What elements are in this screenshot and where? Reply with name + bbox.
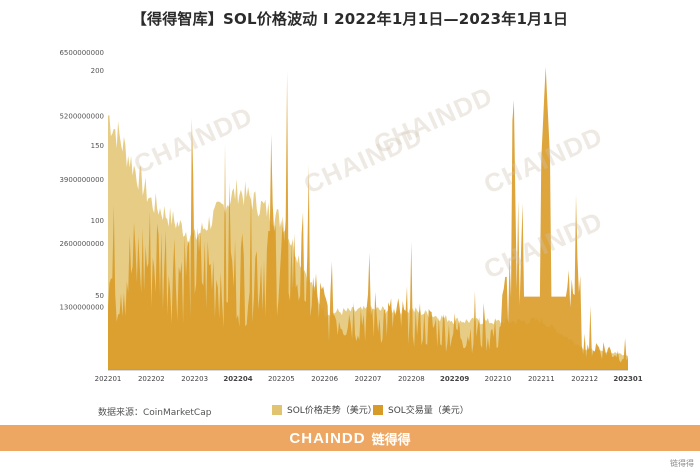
- footer-banner: CHAINDD 链得得: [0, 425, 700, 451]
- y-left-tick-label: 2600000000: [59, 240, 104, 248]
- x-tick-label: 202211: [528, 375, 555, 383]
- x-tick-label: 202201: [95, 375, 122, 383]
- x-tick-label: 202301: [613, 375, 642, 383]
- y-right-tick-label: 150: [91, 142, 104, 150]
- chart-title: 【得得智库】SOL价格波动 I 2022年1月1日—2023年1月1日: [131, 10, 569, 28]
- x-tick-label: 202202: [138, 375, 165, 383]
- x-tick-label: 202212: [571, 375, 598, 383]
- x-tick-label: 202203: [181, 375, 208, 383]
- volume-area: [108, 66, 628, 370]
- x-tick-label: 202205: [268, 375, 295, 383]
- price-area: [108, 115, 628, 371]
- data-source: 数据来源：CoinMarketCap: [98, 408, 212, 418]
- left-axis: 6500000000 5200000000 3900000000 2600000000…: [59, 49, 104, 311]
- x-tick-label: 202209: [440, 375, 469, 383]
- x-tick-label: 202206: [311, 375, 338, 383]
- plot-area: [108, 66, 628, 371]
- x-tick-label: 202208: [398, 375, 425, 383]
- x-tick-label: 202210: [485, 375, 512, 383]
- y-left-tick-label: 5200000000: [59, 113, 104, 121]
- legend-swatch-volume: [373, 404, 383, 415]
- right-axis: 200 150 100 50: [91, 67, 104, 300]
- x-tick-label: 202207: [355, 375, 382, 383]
- footer-brand-cn: 链得得: [371, 432, 411, 448]
- y-right-tick-label: 50: [95, 292, 104, 300]
- legend-swatch-price: [272, 404, 282, 415]
- x-axis: 202201 202202 202203 202204 202205 202206 2022…: [95, 375, 643, 383]
- y-right-tick-label: 100: [91, 217, 104, 225]
- legend-label-price: SOL价格走势（美元）: [287, 406, 377, 416]
- x-tick-label: 202204: [223, 375, 252, 383]
- legend-label-volume: SOL交易量（美元）: [388, 406, 469, 416]
- footer-brand: CHAINDD: [289, 429, 366, 447]
- y-left-tick-label: 3900000000: [59, 176, 104, 184]
- y-left-tick-label: 6500000000: [59, 49, 104, 57]
- y-right-tick-label: 200: [91, 67, 104, 75]
- corner-logo-text: 链得得: [670, 459, 694, 468]
- chart: 6500000000 5200000000 3900000000 2600000000…: [59, 49, 643, 383]
- y-left-tick-label: 1300000000: [59, 303, 104, 311]
- legend-item-price: SOL价格走势（美元）: [272, 403, 377, 416]
- legend-item-volume: SOL交易量（美元）: [373, 403, 469, 416]
